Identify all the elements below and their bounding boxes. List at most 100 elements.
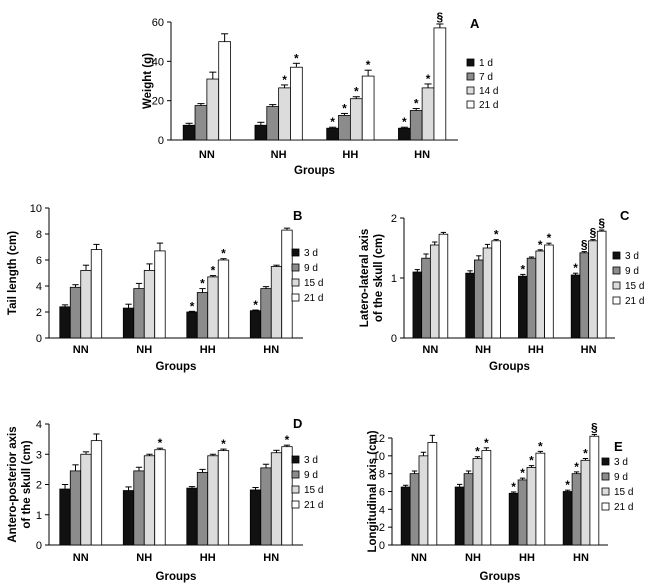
legend-label: 21 d [304,293,323,304]
bar [596,230,607,339]
bar [472,458,483,546]
legend-swatch [612,281,621,290]
significance-mark: * [484,436,489,450]
bar [80,269,92,339]
y-tick-label: 4 [36,419,42,431]
x-tick-label: HN [263,344,279,356]
panel-label: E [614,439,623,454]
bar [482,247,493,339]
x-tick-label: NN [411,552,427,564]
legend-swatch [612,251,621,260]
bar [90,249,103,339]
y-tick-label: 6 [379,487,385,499]
legend-label: 9 d [304,263,318,274]
bar [409,110,423,141]
bar [398,127,411,141]
x-tick-label: NN [199,149,215,161]
significance-mark: * [330,115,335,129]
y-tick-label: 8 [379,469,385,481]
x-tick-label: NH [475,344,491,356]
panel-label: C [620,208,630,223]
y-axis-label: Latero-lateral axis of the skull (cm) [359,229,385,327]
y-tick-label: 4 [379,504,385,516]
y-tick-label: 20 [152,96,164,108]
x-tick-label: NN [73,552,89,564]
legend-label: 3 d [304,455,318,466]
y-axis-label: Weight (g) [142,53,154,109]
x-axis-label: Groups [156,571,197,583]
significance-mark: * [520,466,525,480]
y-tick-label: 2 [36,480,42,492]
bar [438,233,449,339]
x-axis-label: Groups [294,165,335,177]
bar [412,271,423,339]
significance-mark: * [529,454,534,468]
bar [90,440,103,546]
y-axis-label-line: Weight (g) [142,53,154,109]
x-tick-label: HH [528,344,544,356]
legend-label: 15 d [304,485,323,496]
significance-mark: * [583,447,588,461]
y-tick-label: 2 [379,522,385,534]
legend-label: 15 d [625,281,644,292]
x-tick-label: HN [263,552,279,564]
x-tick-label: NH [465,552,481,564]
legend-label: 9 d [614,472,628,483]
significance-mark: * [285,433,290,447]
bar [249,310,262,339]
bar [508,492,519,546]
legend-label: 21 d [479,100,498,111]
legend-label: 9 d [304,470,318,481]
bar [429,244,440,339]
y-tick-label: 10 [373,451,385,463]
significance-mark: * [538,439,543,453]
bar [194,105,208,141]
bar [278,87,291,141]
bar [266,106,280,141]
significance-mark: * [511,480,516,494]
y-tick-label: 2 [36,307,42,319]
x-tick-label: NH [271,149,287,161]
significance-mark: * [538,238,543,252]
legend-swatch [291,470,300,479]
bar [517,479,528,546]
significance-mark: * [402,115,407,129]
y-tick-label: 1 [391,273,397,285]
bar [122,490,135,546]
bar [535,452,546,546]
significance-mark: * [200,277,205,291]
bar [361,75,375,141]
x-tick-label: NH [136,344,152,356]
bar [290,66,303,141]
y-tick-label: 0 [36,540,42,552]
legend-label: 21 d [625,296,644,307]
legend-swatch [466,58,475,67]
significance-mark: § [591,420,598,434]
bar [182,124,196,141]
x-tick-label: HH [200,552,216,564]
legend-swatch [601,472,610,481]
bar [270,452,283,546]
legend-swatch [291,500,300,509]
bar [196,471,209,546]
significance-mark: * [354,85,359,99]
x-axis-label: Groups [156,361,197,373]
bar [218,41,231,141]
bar [270,266,283,339]
y-axis-label-line: Longitudinal axis (cm) [367,430,379,552]
y-tick-label: 40 [152,56,164,68]
bar [588,240,598,339]
bar [338,115,351,141]
legend-swatch [291,248,300,257]
y-tick-label: 2 [391,213,397,225]
y-tick-label: 8 [36,229,42,241]
bar [570,274,581,339]
y-axis-label: Longitudinal axis (cm) [367,430,379,552]
bar [571,473,582,546]
y-tick-label: 6 [36,255,42,267]
bar [196,292,209,339]
bar [526,257,537,339]
legend-label: 14 d [479,86,498,97]
y-axis-label-line: Tail length (cm) [7,231,19,315]
bar [206,78,220,141]
